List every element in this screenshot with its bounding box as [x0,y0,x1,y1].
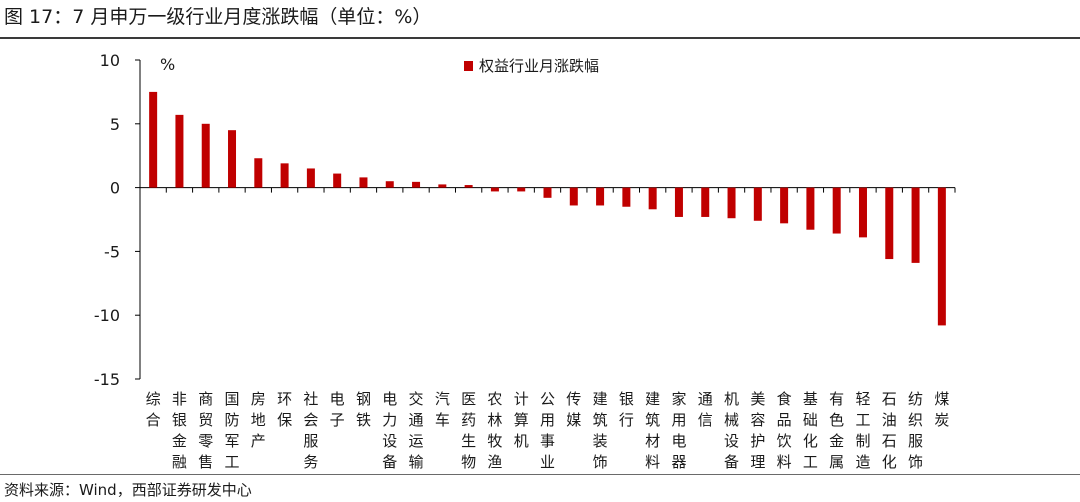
category-label: 纺织服饰 [908,390,923,471]
category-label: 机械设备 [724,390,739,471]
category-label: 美容护理 [750,390,765,471]
bars [149,91,946,326]
bar [412,181,421,188]
category-label: 建筑材料 [645,390,660,471]
y-tick-label: 5 [110,115,120,134]
bar [596,187,605,206]
bar [201,123,210,188]
bar [254,158,263,188]
bar [306,168,315,188]
y-tick-label: -15 [94,370,120,389]
bar [385,181,394,188]
category-label: 电子 [330,390,345,429]
y-tick-label: 0 [110,179,120,198]
category-label: 钢铁 [356,390,371,429]
bar [727,187,736,219]
legend-label: 权益行业月涨跌幅 [479,57,599,75]
y-tick-label: -10 [94,306,120,325]
category-label: 食品饮料 [777,390,792,471]
bar [885,187,894,260]
figure-title: 图 17：7 月申万一级行业月度涨跌幅（单位：%） [4,6,432,28]
legend: 权益行业月涨跌幅 [464,57,599,75]
bar [517,187,526,192]
bar [832,187,841,234]
category-label: 传媒 [566,390,581,429]
bar [543,187,552,198]
bar [569,187,578,206]
bar [911,187,920,263]
bar [333,173,342,188]
category-label: 家用电器 [671,390,686,471]
bar [674,187,683,217]
category-label: 非银金融 [172,390,187,471]
category-label: 交通运输 [409,390,424,471]
legend-swatch [464,61,473,71]
category-label: 银行 [619,390,634,429]
bar [858,187,867,238]
bar [937,187,946,326]
bar-chart: 10 5 0 -5 -10 -15 综合非银金融商贸零售国防军工房地产环保社会服务电子钢铁… [94,51,956,471]
category-label: 基础化工 [803,390,818,471]
bar [753,187,762,221]
bar [648,187,657,210]
bar [806,187,815,230]
category-label: 医药生物 [461,390,476,471]
y-tick-label: 10 [100,51,120,70]
bar [701,187,710,217]
bar [359,177,368,188]
category-label: 商贸零售 [198,390,213,471]
category-label: 计算机 [514,390,529,450]
bar [149,91,158,188]
y-unit-label: % [160,55,175,74]
bar [228,130,237,188]
category-label: 建筑装饰 [593,390,608,471]
bar [175,114,184,188]
category-label: 综合 [146,390,161,429]
bar [280,163,289,188]
source-note: 资料来源：Wind，西部证券研发中心 [4,481,252,499]
bar [438,184,447,188]
category-label: 有色金属 [829,390,844,471]
category-label: 公用事业 [540,390,555,471]
y-tick-label: -5 [104,242,120,261]
category-label: 通信 [698,390,713,429]
title-divider [0,37,1080,39]
bar [780,187,789,224]
category-label: 石油石化 [882,390,897,471]
category-label: 汽车 [435,390,450,429]
category-label: 煤炭 [934,390,949,429]
category-label: 国防军工 [225,390,240,471]
source-divider [0,474,1080,475]
bar [464,185,473,188]
category-label: 农林牧渔 [487,390,502,471]
category-label: 环保 [277,390,292,429]
y-axis: 10 5 0 -5 -10 -15 [94,51,141,389]
category-label: 房地产 [251,390,266,450]
category-label: 轻工制造 [855,390,870,471]
category-label: 社会服务 [303,390,318,471]
category-labels: 综合非银金融商贸零售国防军工房地产环保社会服务电子钢铁电力设备交通运输汽车医药生… [146,390,950,471]
bar [622,187,631,207]
category-label: 电力设备 [382,390,397,471]
bar [490,187,499,192]
